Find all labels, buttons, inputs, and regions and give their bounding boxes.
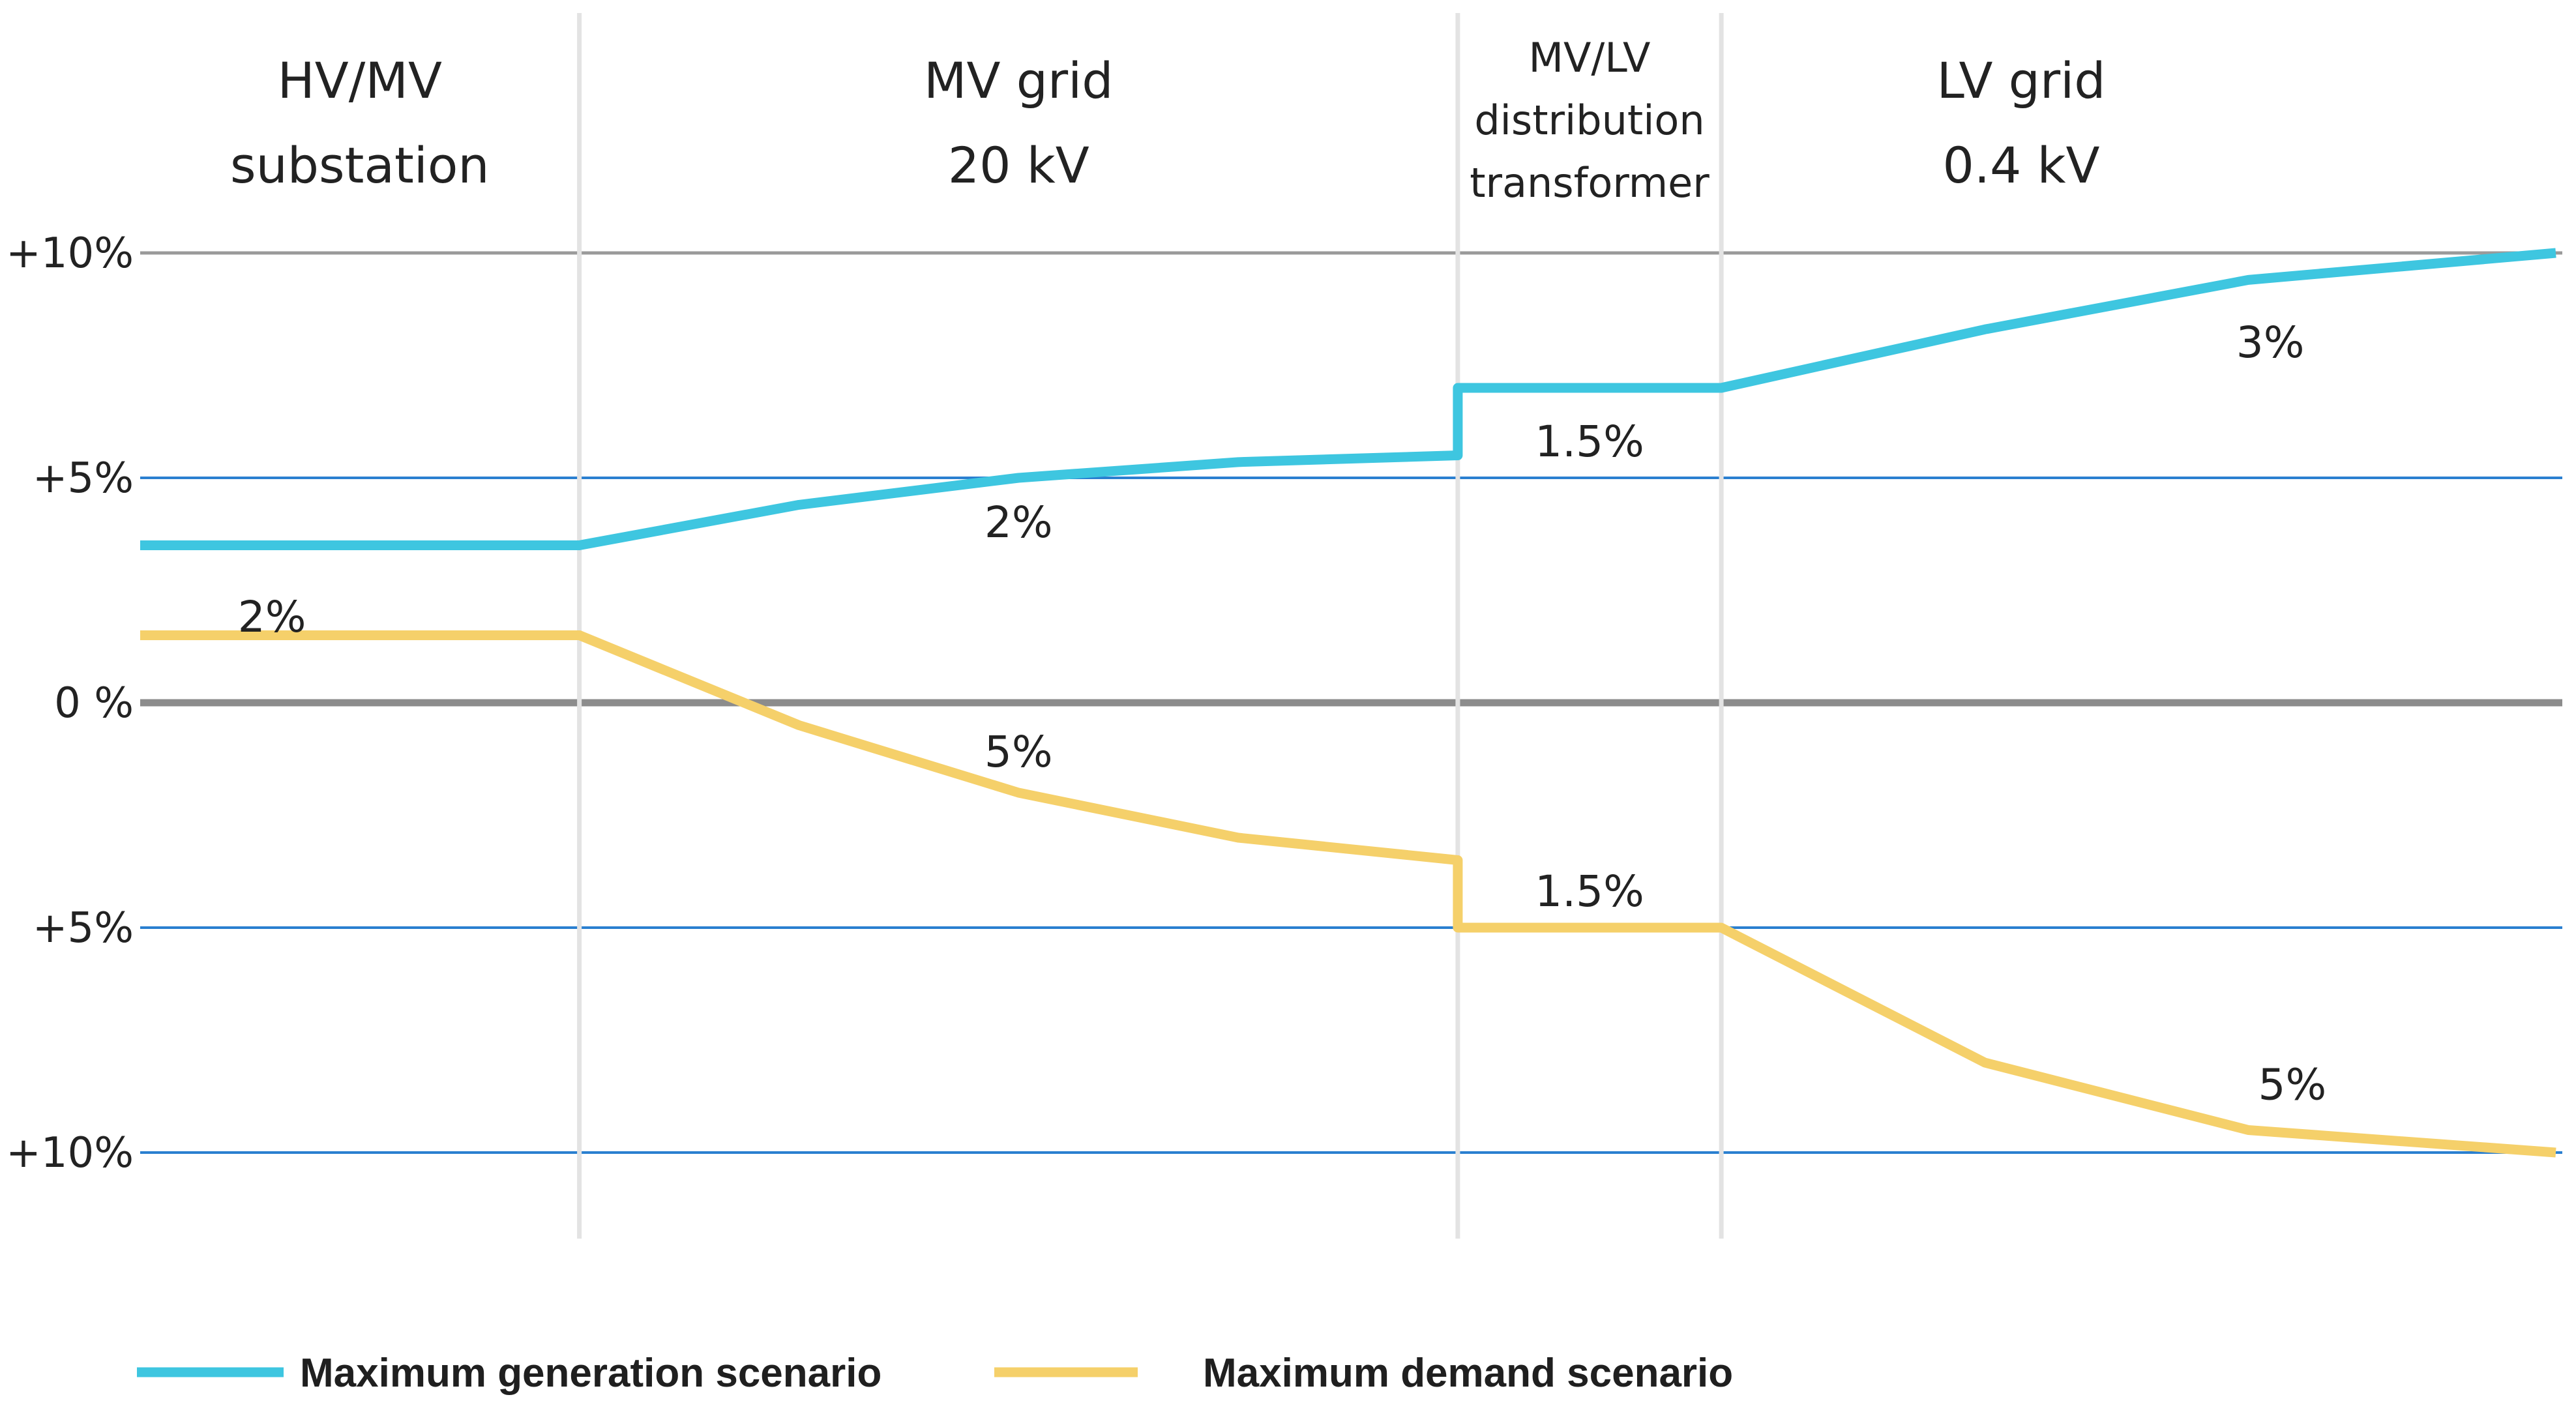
- drop-label-demand-3: 5%: [2258, 1060, 2326, 1110]
- section-header-mvlv-line-1: distribution: [1474, 96, 1704, 144]
- legend-label-demand: Maximum demand scenario: [1203, 1351, 1733, 1396]
- y-tick-label-3: +5%: [33, 904, 134, 952]
- y-tick-label-1: +5%: [33, 454, 134, 503]
- section-header-mvlv-line-2: transformer: [1470, 159, 1710, 207]
- series-line-demand: [140, 630, 2556, 1158]
- drop-label-generation-1: 1.5%: [1535, 417, 1644, 467]
- y-tick-label-2: 0 %: [54, 679, 134, 728]
- section-header-mvlv-line-0: MV/LV: [1529, 34, 1651, 81]
- section-header-mv-line-0: MV grid: [924, 51, 1114, 110]
- y-tick-labels: +10% +5% 0 % +5% +10%: [6, 229, 134, 1177]
- section-header-hvmv-line-0: HV/MV: [278, 51, 442, 110]
- section-header-mv-line-1: 20 kV: [948, 136, 1089, 194]
- series-line-generation: [140, 248, 2556, 550]
- drop-label-generation-0: 2%: [985, 497, 1053, 548]
- legend-label-generation: Maximum generation scenario: [300, 1351, 881, 1396]
- section-headers: HV/MV substation MV grid 20 kV MV/LV distribu…: [230, 34, 2106, 207]
- y-tick-label-4: +10%: [6, 1129, 134, 1177]
- voltage-drop-labels: 2% 1.5% 3% 2% 5% 1.5% 5%: [238, 317, 2326, 1110]
- drop-label-demand-2: 1.5%: [1535, 866, 1644, 917]
- drop-label-demand-1: 5%: [985, 727, 1053, 777]
- drop-label-demand-0: 2%: [238, 592, 306, 642]
- gridlines: [140, 251, 2562, 1154]
- section-header-lv-line-0: LV grid: [1937, 51, 2106, 110]
- section-header-lv-line-1: 0.4 kV: [1943, 136, 2100, 194]
- legend: Maximum generation scenario Maximum deman…: [137, 1351, 1733, 1396]
- section-dividers: [577, 13, 1724, 1239]
- drop-label-generation-2: 3%: [2236, 317, 2305, 368]
- series-lines: [140, 248, 2556, 1158]
- y-tick-label-0: +10%: [6, 229, 134, 278]
- section-header-hvmv-line-1: substation: [230, 136, 490, 194]
